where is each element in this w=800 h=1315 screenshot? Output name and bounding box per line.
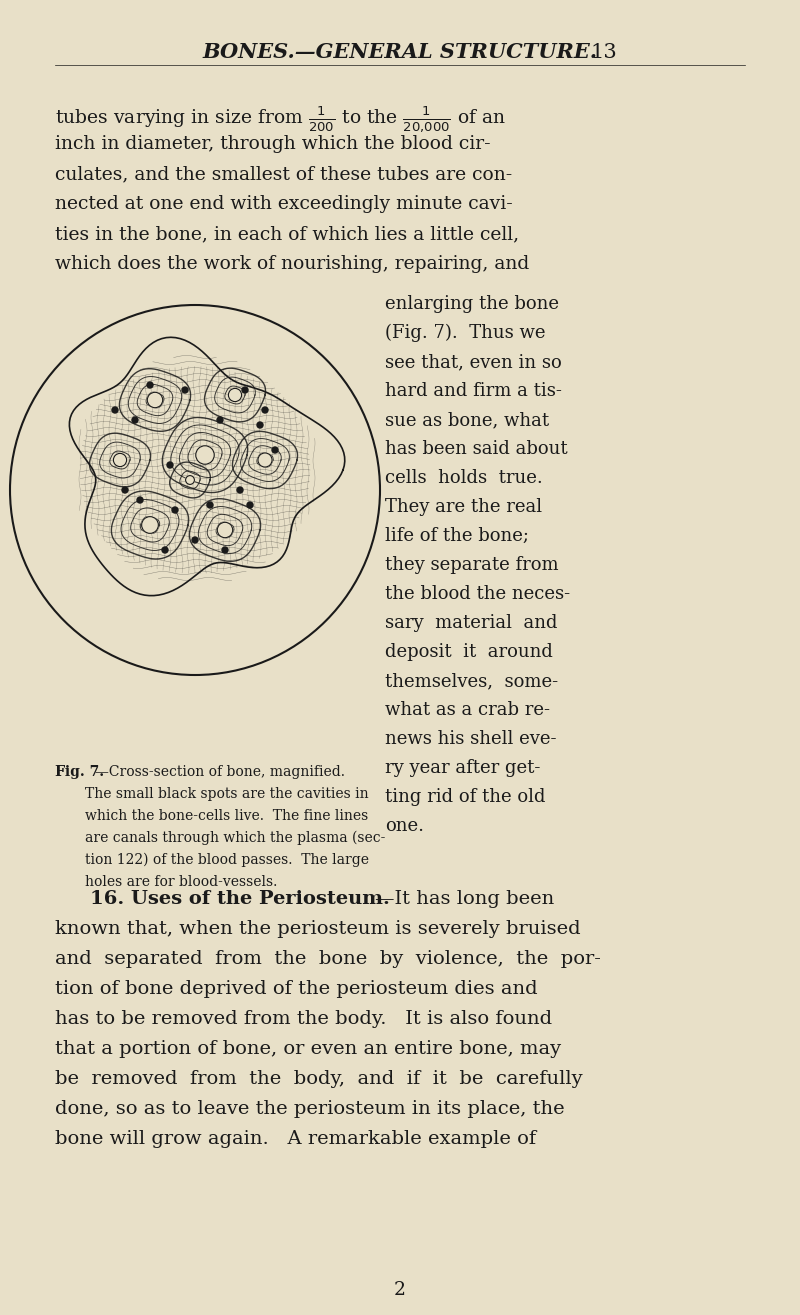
Text: ties in the bone, in each of which lies a little cell,: ties in the bone, in each of which lies … xyxy=(55,225,519,243)
Text: They are the real: They are the real xyxy=(385,498,542,515)
Text: life of the bone;: life of the bone; xyxy=(385,527,529,544)
Circle shape xyxy=(114,454,126,467)
Text: known that, when the periosteum is severely bruised: known that, when the periosteum is sever… xyxy=(55,920,581,938)
Circle shape xyxy=(182,387,188,393)
Text: ry year after get-: ry year after get- xyxy=(385,759,540,777)
Text: inch in diameter, through which the blood cir-: inch in diameter, through which the bloo… xyxy=(55,135,490,153)
Text: tion of bone deprived of the periosteum dies and: tion of bone deprived of the periosteum … xyxy=(55,980,538,998)
Text: what as a crab re-: what as a crab re- xyxy=(385,701,550,719)
Circle shape xyxy=(142,517,158,534)
Text: tion 122) of the blood passes.  The large: tion 122) of the blood passes. The large xyxy=(85,853,369,868)
Circle shape xyxy=(196,446,214,464)
Text: F: F xyxy=(55,765,65,778)
Circle shape xyxy=(217,417,223,423)
Text: done, so as to leave the periosteum in its place, the: done, so as to leave the periosteum in i… xyxy=(55,1101,565,1118)
Circle shape xyxy=(207,502,213,508)
Circle shape xyxy=(258,452,272,467)
Text: (Fig. 7).  Thus we: (Fig. 7). Thus we xyxy=(385,323,546,342)
Circle shape xyxy=(172,508,178,513)
Text: one.: one. xyxy=(385,817,424,835)
Text: be  removed  from  the  body,  and  if  it  be  carefully: be removed from the body, and if it be c… xyxy=(55,1070,582,1088)
Circle shape xyxy=(132,417,138,423)
Circle shape xyxy=(272,447,278,452)
Text: culates, and the smallest of these tubes are con-: culates, and the smallest of these tubes… xyxy=(55,164,512,183)
Text: —Cross-section of bone, magnified.: —Cross-section of bone, magnified. xyxy=(95,765,345,778)
Text: they separate from: they separate from xyxy=(385,556,558,575)
Text: —It has long been: —It has long been xyxy=(375,890,554,907)
Circle shape xyxy=(237,487,243,493)
Circle shape xyxy=(162,547,168,554)
Circle shape xyxy=(122,487,128,493)
Text: themselves,  some-: themselves, some- xyxy=(385,672,558,690)
Circle shape xyxy=(137,497,143,504)
Text: 16. Uses of the Periosteum.: 16. Uses of the Periosteum. xyxy=(90,890,390,907)
Text: 2: 2 xyxy=(394,1281,406,1299)
Text: hard and firm a tis-: hard and firm a tis- xyxy=(385,381,562,400)
Text: sue as bone, what: sue as bone, what xyxy=(385,412,549,429)
Circle shape xyxy=(257,422,263,427)
Text: that a portion of bone, or even an entire bone, may: that a portion of bone, or even an entir… xyxy=(55,1040,561,1059)
Text: deposit  it  around: deposit it around xyxy=(385,643,553,661)
Circle shape xyxy=(112,408,118,413)
Text: cells  holds  true.: cells holds true. xyxy=(385,469,542,487)
Circle shape xyxy=(262,408,268,413)
Text: see that, even in so: see that, even in so xyxy=(385,352,562,371)
Text: holes are for blood-vessels.: holes are for blood-vessels. xyxy=(85,874,278,889)
Text: are canals through which the plasma (sec-: are canals through which the plasma (sec… xyxy=(85,831,386,846)
Text: which does the work of nourishing, repairing, and: which does the work of nourishing, repai… xyxy=(55,255,530,274)
Circle shape xyxy=(186,476,194,484)
Circle shape xyxy=(218,522,233,538)
Text: enlarging the bone: enlarging the bone xyxy=(385,295,559,313)
Circle shape xyxy=(229,388,242,401)
Circle shape xyxy=(147,392,162,408)
Text: nected at one end with exceedingly minute cavi-: nected at one end with exceedingly minut… xyxy=(55,195,513,213)
Circle shape xyxy=(167,462,173,468)
Text: and  separated  from  the  bone  by  violence,  the  por-: and separated from the bone by violence,… xyxy=(55,949,601,968)
Text: sary  material  and: sary material and xyxy=(385,614,558,633)
Text: tubes varying in size from $\frac{1}{200}$ to the $\frac{1}{20{,}000}$ of an: tubes varying in size from $\frac{1}{200… xyxy=(55,105,506,135)
Text: The small black spots are the cavities in: The small black spots are the cavities i… xyxy=(85,786,369,801)
Text: news his shell eve-: news his shell eve- xyxy=(385,730,557,748)
Text: BONES.—GENERAL STRUCTURE.: BONES.—GENERAL STRUCTURE. xyxy=(202,42,598,62)
Text: Fig. 7.: Fig. 7. xyxy=(55,765,104,778)
Circle shape xyxy=(222,547,228,554)
Circle shape xyxy=(242,387,248,393)
Text: has been said about: has been said about xyxy=(385,441,568,458)
Circle shape xyxy=(147,381,153,388)
Circle shape xyxy=(247,502,253,508)
Text: the blood the neces-: the blood the neces- xyxy=(385,585,570,604)
Text: has to be removed from the body.   It is also found: has to be removed from the body. It is a… xyxy=(55,1010,552,1028)
Text: bone will grow again.   A remarkable example of: bone will grow again. A remarkable examp… xyxy=(55,1130,536,1148)
Circle shape xyxy=(192,537,198,543)
Text: which the bone-cells live.  The fine lines: which the bone-cells live. The fine line… xyxy=(85,809,368,823)
Text: ting rid of the old: ting rid of the old xyxy=(385,788,546,806)
Text: 13: 13 xyxy=(590,42,617,62)
